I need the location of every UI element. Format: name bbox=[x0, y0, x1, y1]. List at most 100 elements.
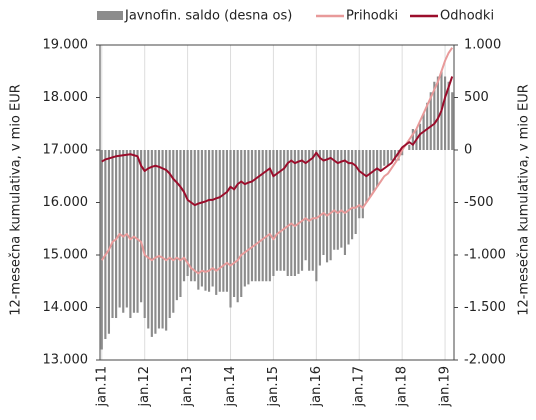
bar bbox=[315, 150, 318, 282]
bar bbox=[322, 150, 325, 255]
bar bbox=[433, 81, 436, 150]
bar bbox=[157, 150, 161, 329]
bar bbox=[443, 76, 447, 150]
y-tick-label: 15.000 bbox=[43, 248, 89, 263]
legend-label: Prihodki bbox=[346, 9, 398, 24]
bar bbox=[329, 150, 332, 261]
bar bbox=[200, 150, 203, 287]
y2-tick-label: -1.500 bbox=[464, 300, 506, 315]
bar bbox=[197, 150, 200, 290]
bar bbox=[150, 150, 153, 337]
bar bbox=[436, 76, 439, 150]
bar bbox=[115, 150, 118, 318]
bar bbox=[107, 150, 111, 334]
bar bbox=[161, 150, 164, 329]
bar bbox=[136, 150, 139, 313]
plot-frame bbox=[99, 44, 455, 361]
bar bbox=[122, 150, 125, 313]
bar bbox=[129, 150, 132, 318]
bar bbox=[147, 150, 150, 329]
bar bbox=[243, 150, 246, 287]
bar bbox=[175, 150, 178, 301]
bar bbox=[429, 92, 432, 150]
y2-tick-label: 1.000 bbox=[464, 38, 501, 53]
bar bbox=[236, 150, 239, 303]
bar bbox=[379, 150, 382, 171]
bar bbox=[165, 150, 168, 331]
y-tick-label: 13.000 bbox=[43, 353, 89, 368]
bar bbox=[222, 150, 225, 292]
bar bbox=[383, 150, 386, 166]
bar bbox=[179, 150, 182, 297]
bar bbox=[204, 150, 207, 291]
bar bbox=[118, 150, 121, 308]
legend-label: Odhodki bbox=[440, 9, 494, 24]
line bbox=[100, 47, 454, 275]
bar bbox=[215, 150, 218, 295]
y2-tick-label: 0 bbox=[464, 143, 472, 158]
bar bbox=[272, 150, 275, 276]
bar bbox=[418, 123, 422, 150]
bar bbox=[190, 150, 193, 282]
bar bbox=[297, 150, 300, 274]
bar bbox=[247, 150, 250, 285]
bar bbox=[393, 150, 397, 161]
bar bbox=[325, 150, 329, 263]
bar bbox=[233, 150, 236, 297]
y-tick-label: 19.000 bbox=[43, 38, 89, 53]
bar bbox=[311, 150, 314, 271]
bar bbox=[211, 150, 214, 287]
bar bbox=[207, 150, 211, 292]
bar bbox=[361, 150, 364, 219]
bar bbox=[300, 150, 304, 271]
bar bbox=[347, 150, 350, 245]
x-tick-label: jan.17 bbox=[352, 366, 367, 408]
y-tick-label: 14.000 bbox=[43, 300, 89, 315]
bar bbox=[143, 150, 146, 318]
y2-tick-label: -1.000 bbox=[464, 248, 506, 263]
bar bbox=[111, 150, 114, 318]
bar bbox=[140, 150, 143, 303]
bar bbox=[250, 150, 254, 282]
bar bbox=[283, 150, 286, 271]
bar bbox=[401, 150, 404, 156]
bar bbox=[154, 150, 157, 334]
bar bbox=[408, 144, 411, 150]
bar bbox=[218, 150, 221, 292]
x-tick-label: jan.16 bbox=[309, 366, 324, 408]
bar bbox=[336, 150, 339, 250]
legend-label: Javnofin. saldo (desna os) bbox=[124, 9, 292, 24]
bar bbox=[172, 150, 175, 313]
y-axis-label: 12-mesečna kumulativa, v mio EUR bbox=[9, 84, 24, 316]
bar bbox=[397, 150, 400, 161]
bar bbox=[447, 81, 450, 150]
bar bbox=[258, 150, 261, 282]
bar bbox=[390, 150, 393, 161]
bar bbox=[254, 150, 257, 282]
y-tick-label: 18.000 bbox=[43, 90, 89, 105]
bar bbox=[343, 150, 347, 255]
bar bbox=[354, 150, 357, 234]
y-tick-label: 17.000 bbox=[43, 143, 89, 158]
x-tick-label: jan.19 bbox=[438, 366, 453, 408]
x-tick-label: jan.18 bbox=[395, 366, 410, 408]
bar bbox=[333, 150, 336, 250]
y-tick-label: 16.000 bbox=[43, 195, 89, 210]
x-tick-label: jan.15 bbox=[266, 366, 281, 408]
x-tick-label: jan.13 bbox=[180, 366, 195, 408]
bar bbox=[411, 129, 414, 150]
bar bbox=[451, 92, 454, 150]
bar bbox=[318, 150, 321, 266]
x-tick-label: jan.12 bbox=[137, 366, 152, 408]
bar bbox=[286, 150, 289, 276]
bar bbox=[168, 150, 171, 318]
bar bbox=[293, 150, 296, 276]
line bbox=[101, 76, 454, 207]
bar bbox=[308, 150, 311, 271]
y2-axis-label: 12-mesečna kumulativa, v mio EUR bbox=[517, 84, 532, 316]
bar bbox=[265, 150, 268, 282]
bar bbox=[386, 150, 389, 166]
y2-tick-label: -500 bbox=[464, 195, 494, 210]
bar bbox=[275, 150, 279, 271]
